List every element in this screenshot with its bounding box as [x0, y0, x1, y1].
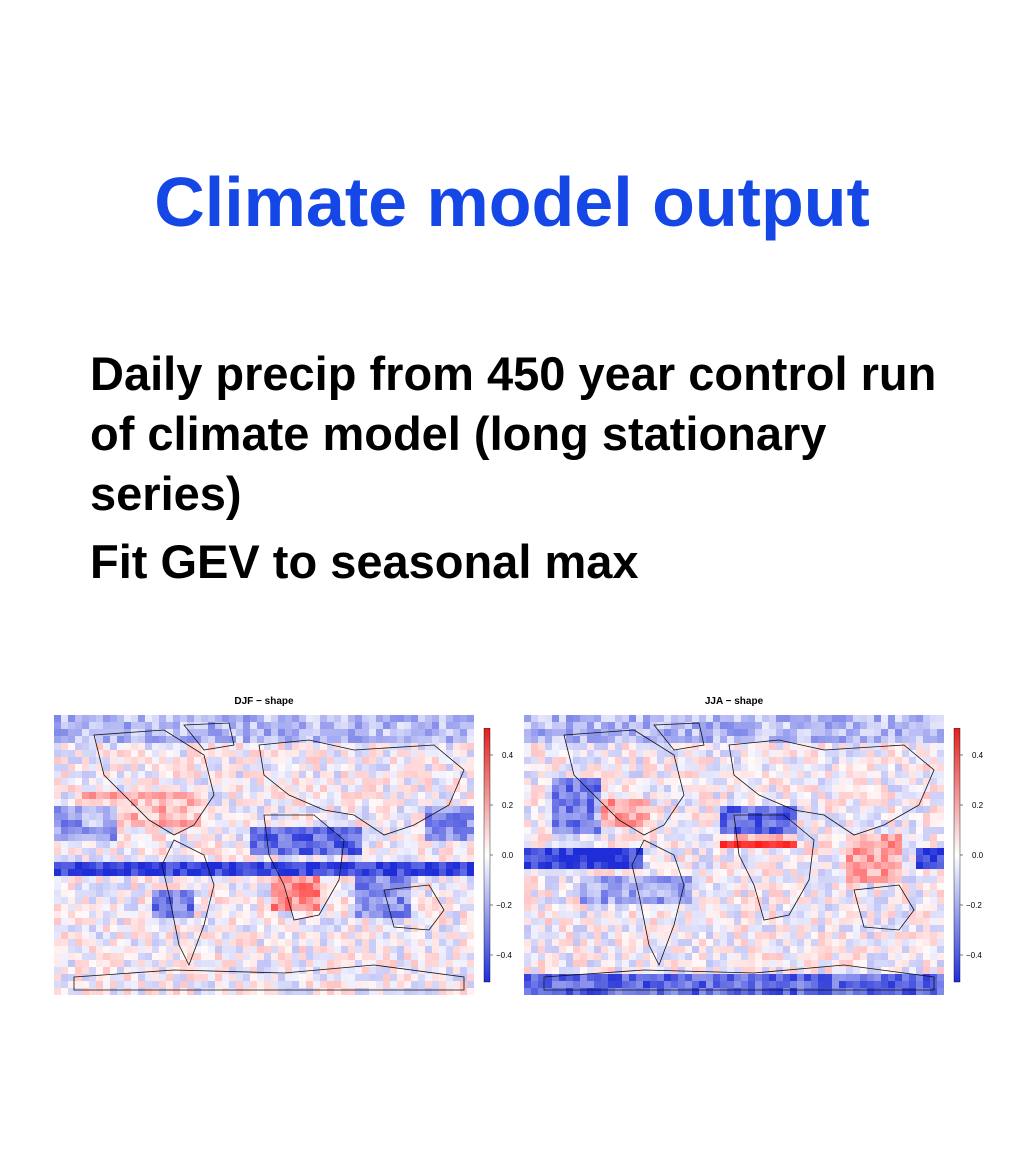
map-title-djf: DJF − shape	[234, 696, 294, 707]
world-map-djf	[54, 715, 474, 995]
coastline	[183, 722, 235, 751]
colorbar-tick-label: −0.2	[966, 901, 982, 910]
colorbar-tick-label: −0.2	[496, 901, 512, 910]
shape-field-grid	[54, 715, 474, 995]
coastline	[263, 814, 345, 921]
bullet-list: Daily precip from 450 year control run o…	[90, 344, 950, 600]
coastline	[93, 729, 215, 836]
colorbar-ramp	[953, 728, 961, 983]
coastline	[258, 739, 465, 836]
coastline	[73, 964, 465, 991]
shape-field-grid	[524, 715, 944, 995]
colorbar-tick-label: −0.4	[966, 951, 982, 960]
bullet-item: Fit GEV to seasonal max	[90, 535, 639, 588]
coastline	[563, 729, 685, 836]
colorbar-ticks: 0.4 0.2 0.0 −0.2 −0.4	[490, 751, 514, 960]
colorbar-ticks: 0.4 0.2 0.0 −0.2 −0.4	[960, 751, 984, 960]
map-title-jja: JJA − shape	[704, 696, 764, 707]
colorbar-tick-label: 0.0	[502, 851, 514, 860]
colorbar-tick-label: −0.4	[496, 951, 512, 960]
map-panel-jja: JJA − shape 0.4 0.2 0.0 −0.2 −0.4	[524, 696, 994, 996]
colorbar-tick-label: 0.4	[502, 751, 514, 760]
page-title: Climate model output	[154, 163, 870, 241]
coastline	[161, 839, 215, 966]
map-panel-djf: DJF − shape 0.4 0.2 0.0 −0.2 −0.4	[54, 696, 524, 996]
coastline	[543, 964, 935, 991]
bullet-item: Daily precip from 450 year control run o…	[90, 347, 937, 520]
coastline	[653, 722, 705, 751]
colorbar-djf: 0.4 0.2 0.0 −0.2 −0.4	[483, 728, 514, 983]
colorbar-tick-label: 0.4	[972, 751, 984, 760]
colorbar-jja: 0.4 0.2 0.0 −0.2 −0.4	[953, 728, 984, 983]
colorbar-ramp	[483, 728, 491, 983]
coastline	[728, 739, 935, 836]
coastline	[631, 839, 685, 966]
coastline	[383, 884, 445, 931]
colorbar-tick-label: 0.0	[972, 851, 984, 860]
colorbar-tick-label: 0.2	[502, 801, 514, 810]
coastline	[853, 884, 915, 931]
world-map-jja	[524, 715, 944, 995]
colorbar-tick-label: 0.2	[972, 801, 984, 810]
coastline	[733, 814, 815, 921]
